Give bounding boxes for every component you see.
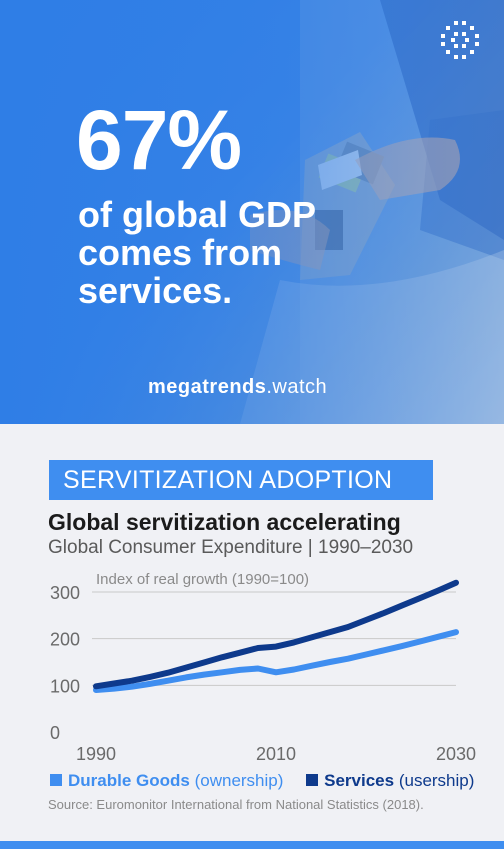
legend-item-durable-goods: Durable Goods (ownership) [50, 771, 283, 791]
brand-bold: megatrends [148, 376, 267, 398]
payment-terminal-photo [0, 0, 504, 424]
y-tick-label: 200 [50, 630, 80, 650]
legend-note-durable-goods: (ownership) [194, 771, 284, 790]
x-tick-label: 1990 [76, 744, 116, 764]
hero-section: 67% of global GDP comes from services. m… [0, 0, 504, 424]
series-line-durable-goods [93, 629, 459, 693]
legend-swatch-durable-goods [50, 774, 62, 786]
headline-line: of global GDP [78, 194, 316, 235]
chart-subtitle: Global Consumer Expenditure | 1990–2030 [48, 537, 414, 558]
y-tick-label: 300 [50, 583, 80, 603]
section-tag: SERVITIZATION ADOPTION [49, 460, 433, 500]
line-chart: 0 100 200 300 Index of real growth (1990=100… [50, 571, 476, 764]
y-axis-title: Index of real growth (1990=100) [96, 571, 309, 588]
series-line-services [93, 579, 459, 690]
chart-title: Global servitization accelerating [48, 509, 401, 535]
headline-line: comes from [78, 232, 283, 273]
x-tick-label: 2030 [436, 744, 476, 764]
y-tick-label: 100 [50, 676, 80, 696]
legend-label-durable-goods: Durable Goods [68, 771, 190, 790]
y-tick-label: 0 [50, 723, 60, 743]
headline-line: services. [78, 270, 233, 311]
grid-logo-icon [441, 21, 479, 59]
legend-item-services: Services (usership) [306, 771, 474, 791]
legend-label-services: Services [324, 771, 395, 790]
headline-text: of global GDP comes from services. [78, 196, 458, 310]
bottom-accent-bar [0, 841, 504, 849]
x-tick-label: 2010 [256, 744, 296, 764]
headline-percentage: 67% [76, 93, 242, 187]
chart-legend: Durable Goods (ownership) Services (user… [50, 771, 492, 791]
chart-section: SERVITIZATION ADOPTION Global servitizat… [0, 424, 504, 849]
brand-wordmark: megatrends.watch [148, 376, 327, 399]
source-note: Source: Euromonitor International from N… [48, 797, 424, 812]
legend-swatch-services [306, 774, 319, 786]
legend-note-services: (usership) [398, 771, 475, 790]
brand-light: .watch [266, 376, 328, 398]
